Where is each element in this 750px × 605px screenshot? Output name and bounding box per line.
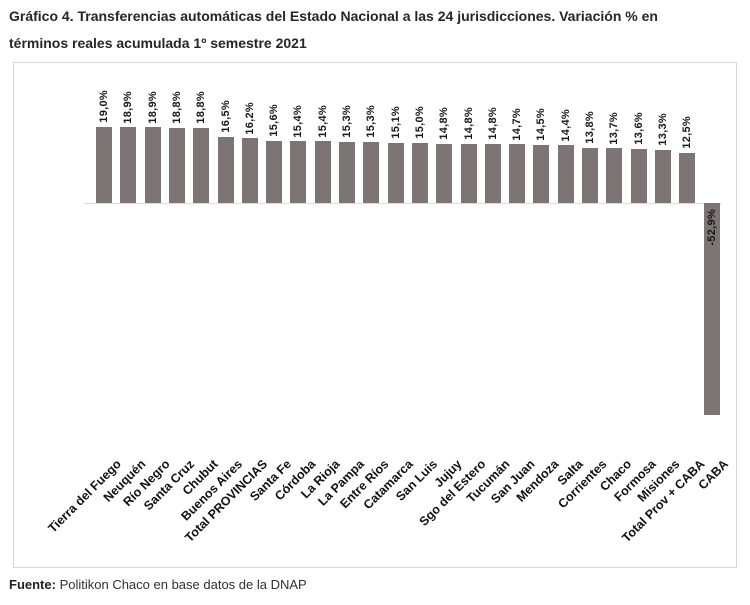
bar (168, 127, 185, 203)
bar (411, 143, 428, 203)
bar (460, 143, 477, 203)
bar-value-label: 15,3% (341, 105, 353, 138)
bar-value-label: 15,3% (365, 105, 378, 138)
bar (630, 148, 647, 203)
bar (363, 141, 380, 203)
bar (290, 141, 307, 203)
bar-value-label: 14,4% (559, 108, 572, 142)
bar (703, 203, 720, 415)
bar-value-label: -52,9% (705, 209, 718, 246)
bar (217, 137, 234, 203)
bar-value-label: 15,1% (389, 105, 402, 139)
bar (96, 127, 112, 203)
bar-value-label: 18,9% (146, 90, 159, 124)
bar-value-label: 14,8% (438, 107, 451, 140)
bar-value-label: 14,7% (511, 107, 524, 141)
bar (654, 149, 671, 203)
x-axis-line (84, 203, 722, 204)
bar-value-label: 14,8% (486, 107, 499, 140)
bar-value-label: 16,2% (243, 101, 256, 135)
bar-value-label: 13,8% (584, 111, 596, 144)
bar (606, 148, 623, 203)
bar (120, 127, 137, 203)
bar (144, 127, 161, 203)
bar-value-label: 14,8% (462, 107, 475, 140)
bar (314, 141, 331, 203)
chart-area: 19,0% Tierra del Fuego 18,9% Neuquén 18,9% Rí… (13, 62, 737, 568)
chart-title-line2: términos reales acumulada 1º semestre 20… (9, 35, 307, 51)
bar-value-label: 13,6% (632, 111, 645, 145)
bar-value-label: 18,8% (195, 91, 208, 124)
bar-value-label: 18,8% (170, 91, 183, 124)
bar-value-label: 15,4% (316, 104, 329, 138)
bar (557, 145, 574, 203)
bar-value-label: 15,0% (413, 106, 426, 139)
bar-value-label: 12,5% (681, 116, 694, 149)
chart-title-line1: Gráfico 4. Transferencias automáticas de… (9, 8, 658, 24)
bar (533, 145, 550, 203)
bar (387, 142, 404, 203)
bar (509, 144, 526, 203)
bar-value-label: 13,7% (608, 111, 621, 145)
bar-value-label: 19,0% (98, 90, 110, 123)
bar-value-label: 16,5% (219, 100, 232, 133)
bar (266, 140, 283, 203)
bar-value-label: 15,6% (268, 103, 281, 137)
bar-value-label: 18,9% (122, 90, 135, 124)
bar-value-label: 13,3% (656, 113, 669, 146)
plot-area: 19,0% Tierra del Fuego 18,9% Neuquén 18,9% Rí… (14, 63, 736, 567)
source-text: Politikon Chaco en base datos de la DNAP (55, 577, 307, 592)
bar (193, 127, 210, 203)
bar (679, 153, 696, 203)
source-note: Fuente: Politikon Chaco en base datos de… (9, 577, 307, 592)
bar-value-label: 14,5% (535, 108, 548, 141)
bar (241, 138, 258, 203)
bar-value-label: 15,4% (292, 104, 305, 138)
bar (436, 143, 453, 203)
bar (484, 143, 501, 203)
bar (582, 147, 598, 203)
chart-title: Gráfico 4. Transferencias automáticas de… (9, 3, 739, 57)
source-label: Fuente: (9, 577, 56, 592)
bar (339, 141, 355, 203)
